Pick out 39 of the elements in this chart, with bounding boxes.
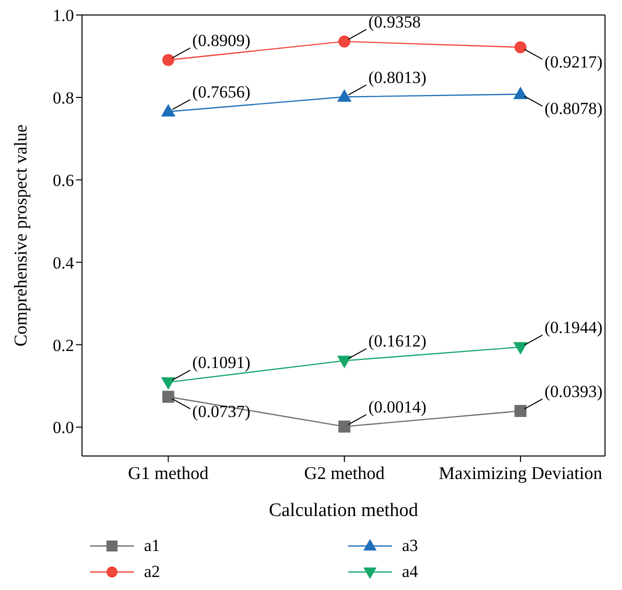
data-label: (0.8078) [544,99,603,118]
y-axis-title: Comprehensive prospect value [10,124,30,346]
y-tick-label: 0.0 [52,418,74,438]
x-tick-label: G1 method [128,462,209,483]
data-label: (0.8013) [368,68,426,87]
point [162,54,174,66]
legend-label: a4 [402,562,418,582]
point [162,390,174,403]
data-label: (0.0393) [544,382,603,401]
data-label: (0.1091) [192,353,250,372]
x-tick-label: G2 method [304,462,385,483]
data-label: (0.9358 [368,12,421,32]
point [338,35,350,48]
y-tick-label: 1.0 [52,6,74,26]
point [338,420,350,433]
y-tick-label: 0.8 [52,88,74,108]
legend-label: a3 [402,536,418,556]
point [161,104,176,117]
legend-label: a1 [144,536,160,556]
x-tick-label: Maximizing Deviation [438,462,602,483]
data-label: (0.0014) [368,398,426,417]
point [338,90,352,102]
point [514,41,526,54]
point [338,356,352,368]
legend-label: a2 [144,562,160,582]
y-tick-label: 0.6 [52,170,74,190]
data-label: (0.1944) [544,318,603,338]
point [161,377,176,390]
data-label: (0.8909) [192,30,250,50]
point [514,404,526,417]
y-tick-label: 0.4 [52,253,74,272]
point [514,87,528,100]
data-label: (0.7656) [192,82,250,102]
data-label: (0.0737) [192,402,250,421]
point [514,342,528,354]
y-tick-label: 0.2 [52,336,74,355]
data-label: (0.9217) [544,52,603,72]
data-label: (0.1612) [368,332,426,351]
x-axis-title: Calculation method [268,500,419,521]
